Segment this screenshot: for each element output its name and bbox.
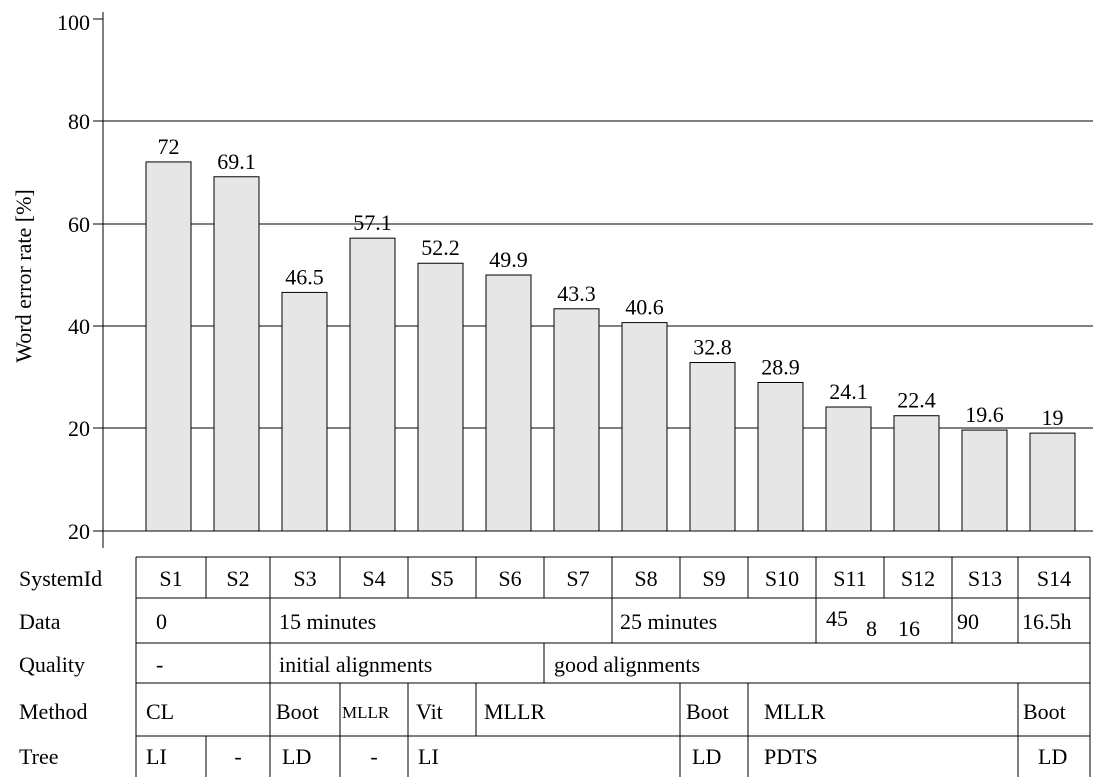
cell-systemid: S6 <box>498 566 521 591</box>
cell-systemid: S14 <box>1037 566 1071 591</box>
table-row-data: 0 15 minutes 25 minutes 45 8 16 90 16.5h <box>156 606 1072 641</box>
bar-s3 <box>281 291 328 532</box>
cell-systemid: S7 <box>566 566 589 591</box>
cell-data: 90 <box>957 609 979 634</box>
bars <box>145 161 1076 532</box>
cell-data: 25 minutes <box>620 609 717 634</box>
cell-systemid: S12 <box>901 566 935 591</box>
table-row-systemid: S1 S2 S3 S4 S5 S6 S7 S8 S9 S10 S11 S12 S… <box>159 566 1071 591</box>
table-row-method: CL Boot MLLR Vit MLLR Boot MLLR Boot <box>146 699 1066 724</box>
bar-s8 <box>621 322 668 532</box>
bar-value-labels: 72 69.1 46.5 57.1 52.2 49.9 43.3 40.6 32.8 28.9 24… <box>158 134 1064 430</box>
bar-value-label-s6: 49.9 <box>489 247 528 272</box>
cell-systemid: S3 <box>293 566 316 591</box>
table-row-quality: - initial alignments good alignments <box>156 652 700 677</box>
table-grid <box>135 556 1091 777</box>
bar-s4 <box>349 237 396 532</box>
table-row-tree: LI - LD - LI LD PDTS LD <box>146 744 1067 769</box>
bar-value-label-s13: 19.6 <box>965 402 1004 427</box>
y-tick-label-80: 80 <box>68 109 90 134</box>
cell-data: 8 <box>866 616 877 641</box>
cell-method: MLLR <box>764 699 825 724</box>
cell-systemid: S4 <box>362 566 385 591</box>
row-header-data: Data <box>19 609 61 634</box>
bar-s10 <box>757 381 804 532</box>
bar-s14 <box>1029 432 1076 532</box>
cell-tree: LI <box>146 744 167 769</box>
cell-method: MLLR <box>342 703 390 722</box>
bar-value-label-s14: 19 <box>1042 405 1064 430</box>
row-header-tree: Tree <box>19 744 59 769</box>
cell-tree: - <box>234 744 241 769</box>
cell-systemid: S5 <box>430 566 453 591</box>
cell-quality: - <box>156 652 163 677</box>
y-tick-label-100: 100 <box>57 10 90 35</box>
bar-value-label-s12: 22.4 <box>897 388 936 413</box>
bar-s2 <box>213 176 260 532</box>
bar-s11 <box>825 406 872 532</box>
cell-data: 16 <box>898 616 920 641</box>
cell-data: 45 <box>826 606 848 631</box>
cell-method: MLLR <box>484 699 545 724</box>
bar-s1 <box>145 161 192 532</box>
cell-systemid: S13 <box>968 566 1002 591</box>
bar-s12 <box>893 415 940 532</box>
cell-data: 0 <box>156 609 167 634</box>
bar-value-label-s1: 72 <box>158 134 180 159</box>
cell-tree: LD <box>282 744 311 769</box>
cell-tree: LI <box>418 744 439 769</box>
cell-tree: LD <box>1038 744 1067 769</box>
cell-systemid: S2 <box>226 566 249 591</box>
bar-value-label-s10: 28.9 <box>761 354 800 379</box>
table-row-headers: SystemId Data Quality Method Tree <box>19 566 102 769</box>
bar-s6 <box>485 274 532 532</box>
row-header-systemid: SystemId <box>19 566 102 591</box>
cell-quality: good alignments <box>554 652 700 677</box>
cell-data: 15 minutes <box>279 609 376 634</box>
cell-systemid: S10 <box>765 566 799 591</box>
cell-systemid: S8 <box>634 566 657 591</box>
cell-method: CL <box>146 699 174 724</box>
y-tick-label-baseline: 20 <box>68 519 90 544</box>
bar-s13 <box>961 429 1008 532</box>
cell-quality: initial alignments <box>279 652 432 677</box>
bar-value-label-s8: 40.6 <box>625 295 664 320</box>
row-header-quality: Quality <box>19 652 85 677</box>
bar-value-label-s3: 46.5 <box>285 264 324 289</box>
y-axis: 20 20 40 60 80 100 Word error rate [%] <box>11 10 104 548</box>
cell-method: Boot <box>276 699 319 724</box>
bar-value-label-s11: 24.1 <box>829 379 868 404</box>
bar-value-label-s4: 57.1 <box>353 210 392 235</box>
bar-value-label-s5: 52.2 <box>421 235 460 260</box>
cell-systemid: S9 <box>702 566 725 591</box>
cell-tree: - <box>370 744 377 769</box>
row-header-method: Method <box>19 699 87 724</box>
bar-s5 <box>417 262 464 532</box>
y-tick-label-60: 60 <box>68 212 90 237</box>
y-tick-label-20: 20 <box>68 416 90 441</box>
bar-value-label-s2: 69.1 <box>217 149 256 174</box>
cell-method: Vit <box>416 699 443 724</box>
cell-systemid: S1 <box>159 566 182 591</box>
cell-tree: LD <box>692 744 721 769</box>
cell-method: Boot <box>1023 699 1066 724</box>
bar-s9 <box>689 362 736 532</box>
cell-method: Boot <box>686 699 729 724</box>
bar-value-label-s9: 32.8 <box>693 335 732 360</box>
bar-value-label-s7: 43.3 <box>557 281 596 306</box>
y-axis-title: Word error rate [%] <box>11 189 36 363</box>
cell-tree: PDTS <box>764 744 818 769</box>
cell-systemid: S11 <box>833 566 866 591</box>
cell-data: 16.5h <box>1022 609 1072 634</box>
bar-s7 <box>553 308 600 532</box>
y-tick-label-40: 40 <box>68 314 90 339</box>
